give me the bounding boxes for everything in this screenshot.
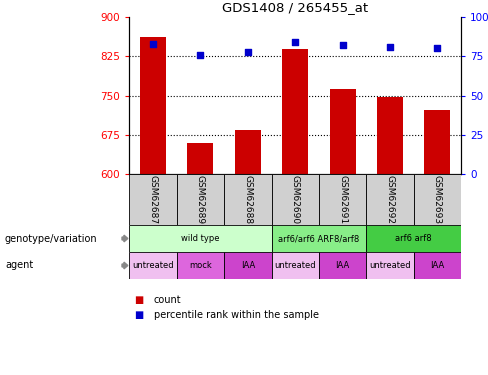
Text: ■: ■ [134,310,143,320]
Point [197,52,204,58]
Bar [140,37,166,174]
Bar [282,50,308,174]
Bar [177,174,224,225]
Point [244,48,252,54]
Bar [425,110,450,174]
Point [386,44,394,50]
Point [433,45,441,51]
Text: GSM62691: GSM62691 [338,175,347,224]
Bar [377,97,403,174]
Title: GDS1408 / 265455_at: GDS1408 / 265455_at [222,2,368,14]
Bar [129,174,177,225]
Bar [414,252,461,279]
Point [339,42,346,48]
Bar [129,252,177,279]
Text: wild type: wild type [181,234,220,243]
Bar [319,252,366,279]
Text: percentile rank within the sample: percentile rank within the sample [154,310,319,320]
Bar [329,89,356,174]
Text: IAA: IAA [336,261,350,270]
Bar [224,174,271,225]
Bar [366,225,461,252]
Text: mock: mock [189,261,212,270]
Text: untreated: untreated [369,261,411,270]
Bar [187,143,213,174]
Text: GSM62693: GSM62693 [433,175,442,224]
Bar [366,252,414,279]
Text: untreated: untreated [274,261,316,270]
Bar [235,130,261,174]
Point [291,39,299,45]
Text: IAA: IAA [241,261,255,270]
Text: genotype/variation: genotype/variation [5,234,98,243]
Text: GSM62692: GSM62692 [386,175,395,224]
Text: GSM62689: GSM62689 [196,175,205,224]
Bar [224,252,271,279]
Bar [366,174,414,225]
Bar [271,174,319,225]
Text: IAA: IAA [430,261,445,270]
Text: ■: ■ [134,295,143,304]
Text: arf6 arf8: arf6 arf8 [395,234,432,243]
Text: GSM62690: GSM62690 [291,175,300,224]
Bar [129,225,271,252]
Text: GSM62687: GSM62687 [148,175,158,224]
Bar [414,174,461,225]
Text: GSM62688: GSM62688 [244,175,252,224]
Point [149,40,157,46]
Text: untreated: untreated [132,261,174,270]
Bar [271,225,366,252]
Text: count: count [154,295,182,304]
Bar [177,252,224,279]
Bar [271,252,319,279]
Bar [319,174,366,225]
Text: arf6/arf6 ARF8/arf8: arf6/arf6 ARF8/arf8 [278,234,360,243]
Text: agent: agent [5,261,33,270]
